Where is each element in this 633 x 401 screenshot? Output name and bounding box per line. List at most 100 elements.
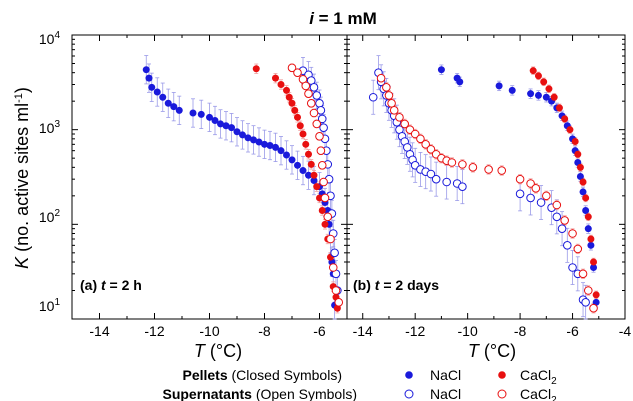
data-point-super_cacl2 <box>331 286 341 295</box>
y-tick-label-1: 101 <box>39 297 61 314</box>
x-axis-label-b: T (°C) <box>468 341 516 361</box>
data-point-super_cacl2 <box>410 129 420 139</box>
data-point-super_cacl2 <box>326 234 335 244</box>
data-point-super_nacl <box>581 298 590 307</box>
x-tick-label: -14 <box>89 323 109 339</box>
data-point-pellet_cacl2 <box>296 122 304 130</box>
data-point-super_nacl <box>426 169 436 179</box>
data-point-pellet_cacl2 <box>590 258 598 266</box>
x-tick-label: -10 <box>458 323 478 339</box>
data-point-super_cacl2 <box>323 212 333 222</box>
legend: Pellets (Closed Symbols) Supernatants (O… <box>162 367 557 401</box>
data-point-pellet_cacl2 <box>574 150 582 158</box>
data-point-super_nacl <box>312 91 322 100</box>
data-point-super_cacl2 <box>293 68 302 77</box>
data-point-pellet_nacl <box>495 82 503 90</box>
y-tick-label-3: 103 <box>39 119 61 136</box>
panel-a-label: (a) t = 2 h <box>80 277 142 293</box>
data-point-pellet_nacl <box>175 106 183 114</box>
data-point-pellet_nacl <box>272 143 279 151</box>
panel-a: -14 -12 -10 -8 -6 <box>71 34 348 339</box>
legend-pellet-nacl-label: NaCl <box>430 367 461 383</box>
data-point-super_nacl <box>315 98 324 108</box>
data-point-super_cacl2 <box>421 140 430 149</box>
data-point-pellet_nacl <box>579 188 587 196</box>
data-point-pellet_cacl2 <box>291 106 299 114</box>
data-point-pellet_nacl <box>587 241 595 249</box>
data-point-super_cacl2 <box>552 200 562 210</box>
data-point-super_nacl <box>442 177 451 187</box>
data-point-pellet_nacl <box>527 90 535 98</box>
y-tick-label-4: 104 <box>39 30 61 47</box>
data-point-pellet_nacl <box>584 225 592 233</box>
data-point-super_cacl2 <box>319 177 328 187</box>
data-point-pellet_nacl <box>266 142 274 150</box>
panel-b: -14 -12 -10 -8 -6 -4 <box>347 34 631 339</box>
data-point-pellet_nacl <box>239 131 246 139</box>
data-point-pellet_cacl2 <box>550 93 558 101</box>
data-point-super_nacl <box>526 193 535 203</box>
data-point-super_nacl <box>330 248 339 258</box>
data-point-super_cacl2 <box>316 146 326 155</box>
data-point-super_cacl2 <box>287 63 297 73</box>
data-point-super_cacl2 <box>531 184 541 193</box>
panel-b-label: (b) t = 2 days <box>353 277 439 293</box>
x-tick-label: -10 <box>199 323 219 339</box>
data-point-super_cacl2 <box>389 106 399 115</box>
data-point-pellet_nacl <box>576 173 584 181</box>
data-point-super_cacl2 <box>497 166 507 175</box>
legend-supernatants-text: Supernatants (Open Symbols) <box>162 386 357 401</box>
data-point-pellet_nacl <box>228 124 235 132</box>
data-point-pellet_cacl2 <box>305 150 312 158</box>
y-tick-labels: 101 102 103 104 <box>39 30 61 314</box>
data-point-pellet_nacl <box>211 116 219 124</box>
data-point-super_cacl2 <box>306 98 316 108</box>
data-point-pellet_nacl <box>222 122 230 130</box>
data-point-pellet_nacl <box>437 66 445 74</box>
x-tick-label: -8 <box>258 323 271 339</box>
data-point-super_cacl2 <box>395 113 404 122</box>
y-label-var: K <box>12 256 32 269</box>
data-point-pellet_cacl2 <box>288 99 296 107</box>
data-point-super_cacl2 <box>309 108 319 118</box>
legend-pellet-cacl2-marker <box>498 371 506 379</box>
x-tick-label: -12 <box>405 323 425 339</box>
data-point-pellet_nacl <box>145 74 153 82</box>
data-point-super_cacl2 <box>400 119 409 129</box>
title-var: i <box>309 9 315 28</box>
data-point-pellet_cacl2 <box>318 206 326 214</box>
data-point-super_nacl <box>568 263 577 272</box>
data-point-super_nacl <box>319 123 328 132</box>
data-point-super_cacl2 <box>573 244 583 254</box>
data-point-pellet_nacl <box>534 91 542 99</box>
data-point-pellet_nacl <box>582 206 590 214</box>
x-tick-label: -12 <box>144 323 164 339</box>
data-point-super_cacl2 <box>301 81 311 91</box>
data-point-pellet_nacl <box>189 109 197 117</box>
legend-super-cacl2-label: CaCl2 <box>520 386 557 401</box>
data-point-super_cacl2 <box>526 179 535 188</box>
data-point-super_cacl2 <box>447 158 457 167</box>
data-point-pellet_cacl2 <box>576 163 584 171</box>
data-point-pellet_cacl2 <box>571 137 579 145</box>
data-point-super_nacl <box>536 198 546 207</box>
data-point-pellet_cacl2 <box>285 93 293 101</box>
data-point-super_nacl <box>515 189 525 199</box>
data-point-pellet_cacl2 <box>277 80 285 88</box>
data-point-pellet_cacl2 <box>313 183 321 191</box>
data-point-pellet_cacl2 <box>252 65 260 73</box>
data-point-super_cacl2 <box>484 165 493 174</box>
chart-title: i = 1 mM <box>309 9 377 28</box>
data-point-pellet_nacl <box>590 263 598 271</box>
data-point-pellet_cacl2 <box>540 78 548 86</box>
data-point-pellet_cacl2 <box>561 115 569 123</box>
data-point-pellet_cacl2 <box>592 291 600 299</box>
data-point-pellet_nacl <box>283 151 290 159</box>
y-axis-label: K (no. active sites ml-1) <box>12 87 32 269</box>
data-point-super_cacl2 <box>384 91 394 100</box>
data-point-super_nacl <box>368 92 378 102</box>
panel-b-frame <box>346 34 626 320</box>
data-point-super_nacl <box>557 224 567 233</box>
x-tick-label: -8 <box>514 323 527 339</box>
